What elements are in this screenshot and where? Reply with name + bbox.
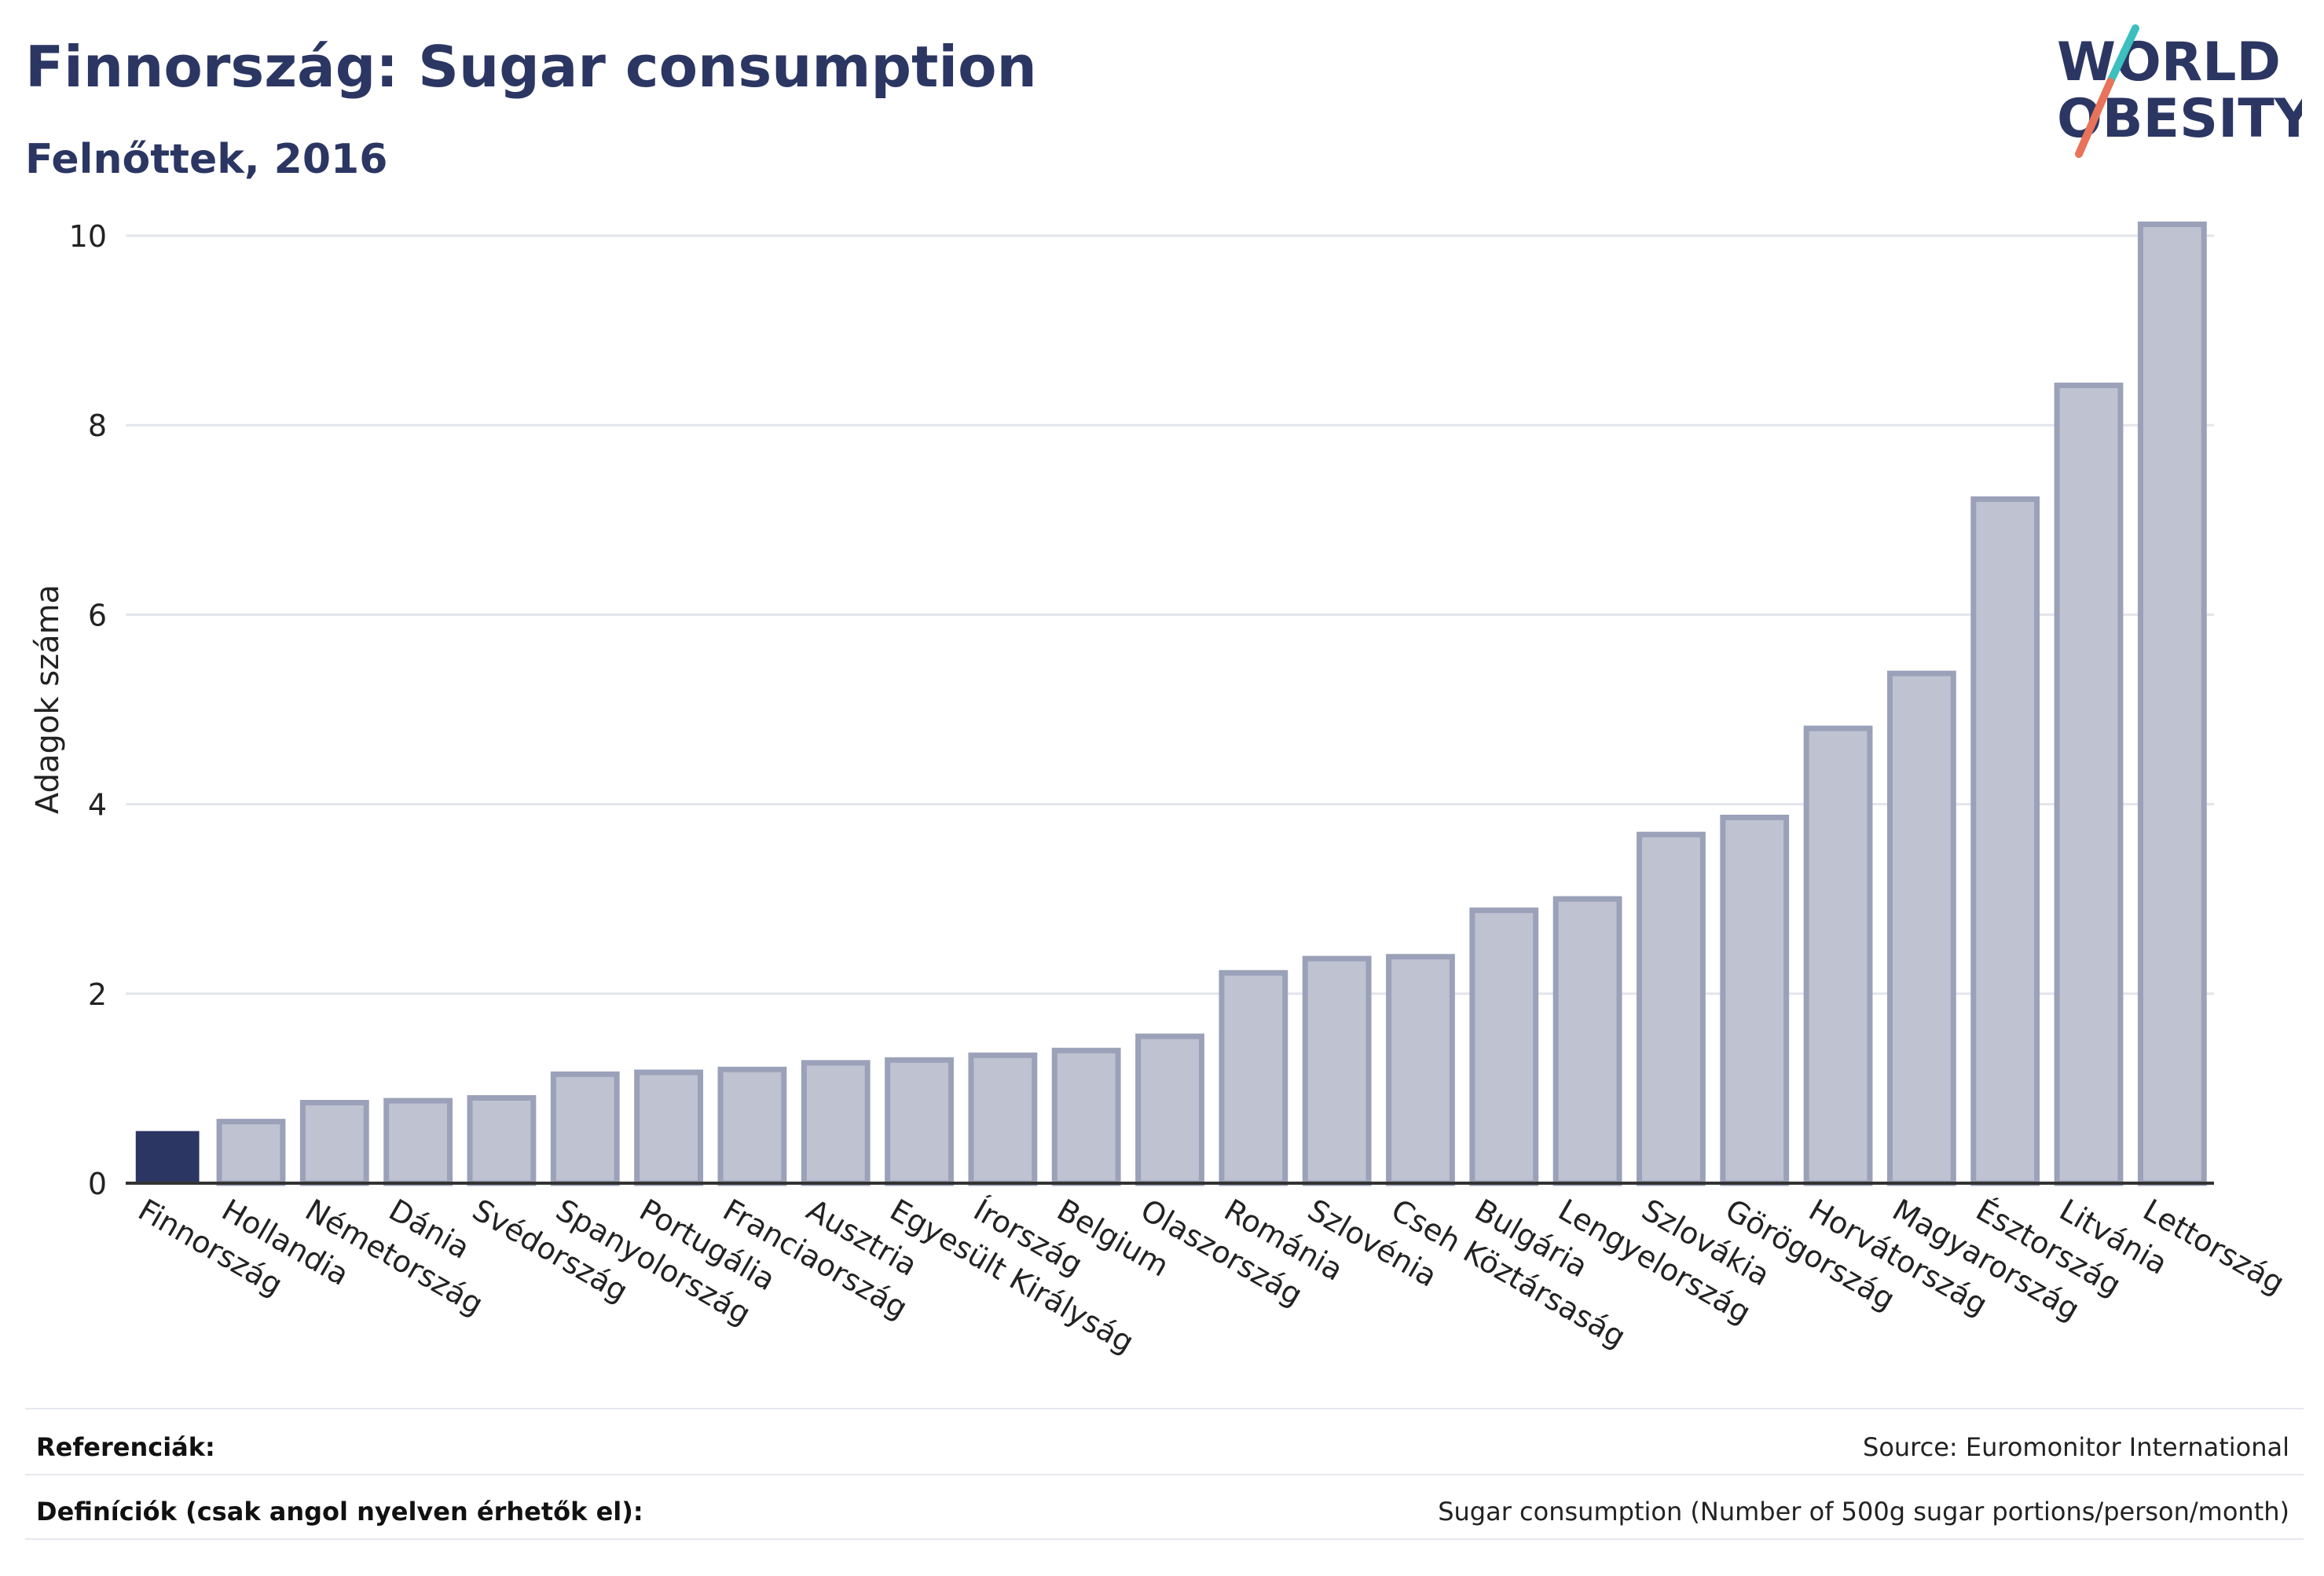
- axis-layer: 0246810FinnországHollandiaNémetországDán…: [69, 219, 2291, 1360]
- y-tick-label: 8: [88, 409, 107, 443]
- logo-text-world: WORLD: [2057, 31, 2281, 93]
- bar: [885, 1057, 954, 1186]
- bar: [216, 1119, 286, 1186]
- y-tick-label: 10: [69, 219, 107, 254]
- bar: [1552, 896, 1622, 1186]
- logo-slash-bottom: [2075, 78, 2114, 158]
- bar: [1886, 670, 1956, 1186]
- bar: [2054, 383, 2124, 1186]
- bar: [135, 1131, 200, 1183]
- bars-layer: [135, 222, 2207, 1186]
- bar: [1803, 725, 1873, 1186]
- footer-divider-bottom: [25, 1538, 2304, 1540]
- y-tick-label: 2: [88, 977, 107, 1012]
- bar: [1386, 954, 1455, 1186]
- y-tick-label: 4: [88, 788, 107, 823]
- references-label: Referenciák:: [36, 1432, 215, 1462]
- definitions-value: Sugar consumption (Number of 500g sugar …: [1438, 1497, 2289, 1527]
- bar: [1302, 955, 1372, 1186]
- world-obesity-logo: WORLD OBESITY: [2057, 24, 2302, 158]
- references-value: Source: Euromonitor International: [1863, 1432, 2289, 1462]
- bar: [2137, 222, 2207, 1186]
- logo-slash-top: [2106, 24, 2139, 86]
- bar: [717, 1066, 787, 1186]
- page-subtitle: Felnőttek, 2016: [25, 136, 388, 183]
- bar: [1637, 831, 1706, 1186]
- footer-divider-middle: [25, 1474, 2304, 1475]
- footer-divider-top: [25, 1408, 2304, 1409]
- y-tick-label: 6: [88, 598, 107, 632]
- bar: [1469, 907, 1539, 1186]
- page-title: Finnország: Sugar consumption: [25, 34, 1037, 100]
- bar: [968, 1052, 1038, 1186]
- y-axis-label: Adagok száma: [30, 585, 66, 814]
- bar-chart: 0246810FinnországHollandiaNémetországDán…: [30, 219, 2291, 1360]
- bar: [467, 1094, 537, 1186]
- bar: [1720, 814, 1790, 1186]
- bar: [383, 1098, 453, 1186]
- bar: [634, 1069, 703, 1186]
- bar: [299, 1099, 369, 1186]
- bar: [1051, 1047, 1121, 1186]
- bar: [1219, 969, 1288, 1186]
- y-tick-label: 0: [88, 1167, 107, 1201]
- bar: [801, 1060, 871, 1186]
- bar: [1970, 496, 2040, 1186]
- definitions-label: Definíciók (csak angol nyelven érhetők e…: [36, 1497, 643, 1527]
- bar: [550, 1071, 620, 1186]
- bar: [1135, 1033, 1204, 1186]
